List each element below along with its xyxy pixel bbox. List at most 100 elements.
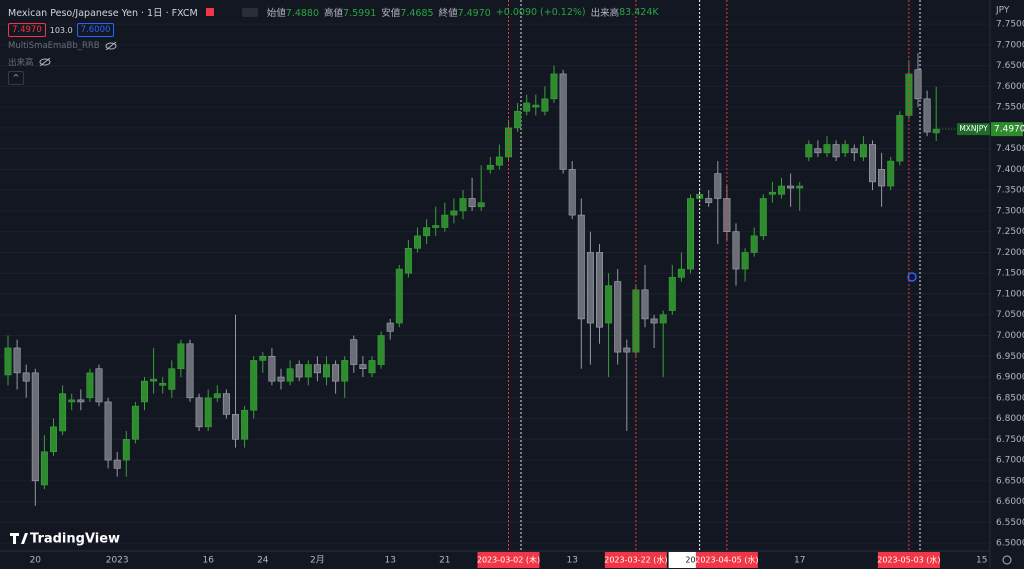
candle-body xyxy=(86,372,94,399)
y-tick-label: 7.4500 xyxy=(996,144,1024,154)
candle-body xyxy=(659,314,667,324)
candle-body xyxy=(759,198,767,237)
candle-body xyxy=(141,380,149,403)
candle-body xyxy=(177,343,185,370)
date-label: 2023-05-03 (水) xyxy=(877,555,940,565)
candle-body xyxy=(459,198,467,212)
eye-icon[interactable] xyxy=(39,58,51,66)
y-tick-label: 7.6500 xyxy=(996,61,1024,71)
date-label-box xyxy=(877,552,940,568)
candle-body xyxy=(796,185,804,189)
candle-body xyxy=(495,156,503,166)
candle-body xyxy=(222,393,230,415)
volume-value: 83.424K xyxy=(619,6,659,18)
y-tick-label: 7.1000 xyxy=(996,289,1024,299)
brand: TradingView xyxy=(30,532,120,547)
candle-body xyxy=(204,397,212,428)
indicator-name[interactable]: MultiSmaEmaBb_RRB xyxy=(8,41,100,51)
y-tick-label: 7.7500 xyxy=(996,20,1024,30)
date-label: 2023-04-05 (水) xyxy=(695,555,758,565)
candle-body xyxy=(232,414,240,440)
candle-body xyxy=(559,73,567,170)
candle-body xyxy=(514,110,522,129)
ohlc-value: 7.4880 xyxy=(285,8,320,19)
candle-body xyxy=(268,355,276,382)
price-tag-symbol-box xyxy=(957,123,990,136)
candle-body xyxy=(677,268,685,278)
grid xyxy=(0,23,990,544)
indicator-name[interactable]: 出来高 xyxy=(8,58,34,68)
x-tick-label: 13 xyxy=(384,556,395,566)
candle-body xyxy=(741,252,749,270)
candle-body xyxy=(850,148,858,154)
candle-body xyxy=(477,202,485,208)
candle-body xyxy=(259,355,267,361)
candle-body xyxy=(550,73,558,100)
candle-body xyxy=(887,160,895,187)
eye-icon[interactable] xyxy=(105,42,117,50)
logo[interactable]: TradingView xyxy=(10,532,120,547)
alert-marker[interactable] xyxy=(907,272,917,282)
settings-icon[interactable] xyxy=(1002,555,1012,565)
y-tick-label: 6.6500 xyxy=(996,476,1024,486)
candle-body xyxy=(686,198,694,270)
y-tick-label: 7.2500 xyxy=(996,227,1024,237)
candle-body xyxy=(823,144,831,154)
ohlc-label: 高値 xyxy=(324,8,344,19)
y-tick-label: 6.9500 xyxy=(996,352,1024,362)
y-tick-label: 6.5000 xyxy=(996,539,1024,549)
candle-body xyxy=(22,372,30,382)
x-tick-label: 24 xyxy=(257,556,269,566)
symbol-title[interactable]: Mexican Peso/Japanese Yen · 1日 · FXCM xyxy=(8,8,198,19)
candle-body xyxy=(714,173,722,199)
candle-body xyxy=(13,347,21,374)
x-tick-label: 15 xyxy=(976,556,987,566)
x-tick-label: 2023 xyxy=(106,556,129,566)
ohlc-value: 7.5991 xyxy=(343,8,377,19)
candle-body xyxy=(441,214,449,228)
ohlc: 始値7.4880 高値7.5991 安値7.4685 終値7.4970 xyxy=(262,5,491,19)
y-tick-label: 6.8500 xyxy=(996,393,1024,403)
candle-body xyxy=(605,285,613,324)
y-tick-label: 7.3500 xyxy=(996,186,1024,196)
candle-body xyxy=(841,144,849,154)
candle-body xyxy=(914,69,922,100)
y-tick-label: 6.6000 xyxy=(996,497,1024,507)
y-tick-label: 6.9000 xyxy=(996,373,1024,383)
header-row: Mexican Peso/Japanese Yen · 1日 · FXCM 始値… xyxy=(8,5,659,20)
candle-body xyxy=(395,268,403,324)
candle-body xyxy=(859,144,867,158)
candle-body xyxy=(68,399,76,403)
status-icon[interactable] xyxy=(241,7,258,17)
candle-body xyxy=(277,376,285,382)
candle-body xyxy=(814,148,822,154)
date-label: 2023-03-22 (水) xyxy=(604,555,667,565)
candle-body xyxy=(450,210,458,216)
candle-body xyxy=(332,364,340,382)
candle-body xyxy=(404,248,412,274)
candle-body xyxy=(313,364,321,374)
buy-button[interactable]: 7.6000 xyxy=(76,23,115,37)
candle-body xyxy=(95,368,103,403)
candle-body xyxy=(377,335,385,365)
date-label-box xyxy=(695,552,758,568)
candle-body xyxy=(896,115,904,162)
x-tick-label: 21 xyxy=(439,556,450,566)
y-tick-label: 7.5500 xyxy=(996,103,1024,113)
flag-icon[interactable] xyxy=(205,8,214,16)
candle-body xyxy=(723,198,731,232)
sell-button[interactable]: 7.4970 xyxy=(8,23,46,37)
collapse-button[interactable]: ^ xyxy=(8,71,24,85)
candle-body xyxy=(568,169,576,216)
candle-body xyxy=(131,405,139,440)
x-tick-label: 16 xyxy=(202,556,214,566)
candle-body xyxy=(213,393,221,399)
candle-body xyxy=(614,281,622,353)
y-tick-label: 6.7500 xyxy=(996,435,1024,445)
candle-body xyxy=(868,144,876,183)
candle-body xyxy=(423,227,431,237)
candle-body xyxy=(650,318,658,324)
currency-label[interactable]: JPY xyxy=(995,6,1010,16)
y-tick-label: 7.2000 xyxy=(996,248,1024,258)
candle-body xyxy=(341,360,349,382)
